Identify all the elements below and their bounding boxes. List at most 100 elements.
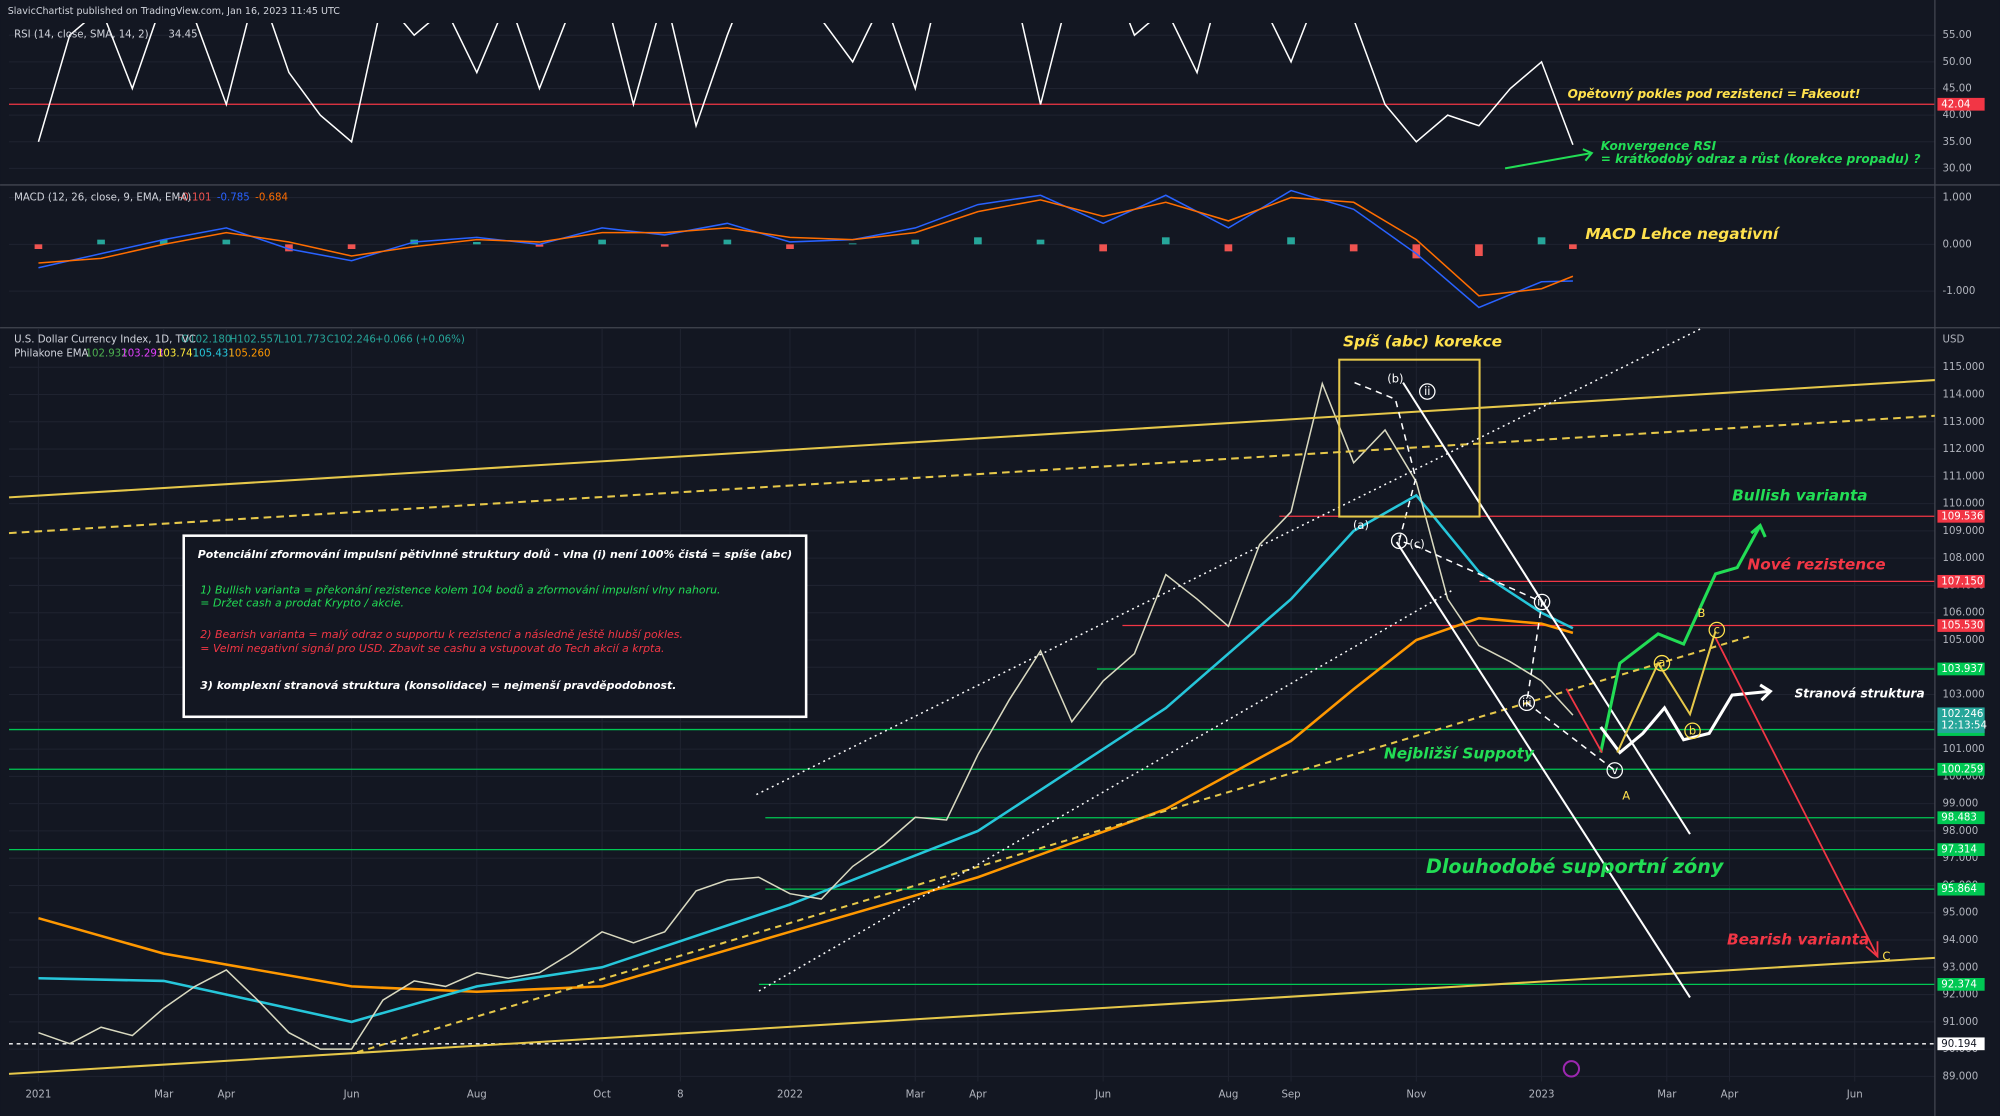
ema-legend-value: 103.741 bbox=[157, 348, 199, 359]
wave-circle bbox=[1653, 654, 1671, 672]
trend-line bbox=[8, 379, 1935, 499]
price-title: U.S. Dollar Currency Index, 1D, TVC bbox=[14, 334, 196, 345]
histogram-bar bbox=[911, 239, 920, 245]
wave-label: iii bbox=[1522, 695, 1532, 709]
y-tick-label: 108.000 bbox=[1943, 553, 1985, 564]
x-tick-label: Apr bbox=[969, 1089, 987, 1100]
trend-line bbox=[758, 588, 1455, 992]
countdown: 12:13:54 bbox=[1941, 720, 1987, 731]
y-tick-label: 112.000 bbox=[1943, 444, 1985, 455]
x-tick-label: Apr bbox=[1721, 1089, 1739, 1100]
annotation: Konvergence RSI bbox=[1601, 139, 1717, 153]
wave-circle bbox=[1606, 762, 1624, 779]
y-tick-label: 89.000 bbox=[1943, 1071, 1979, 1082]
annotation: Nejbližší Suppoty bbox=[1384, 744, 1535, 762]
ohlc-value: L101.773 bbox=[278, 334, 326, 345]
series-line bbox=[37, 22, 1574, 146]
event-icon bbox=[1562, 1060, 1581, 1078]
histogram-bar bbox=[1475, 244, 1483, 257]
y-tick-label: 113.000 bbox=[1943, 417, 1985, 428]
level-tag bbox=[1937, 1037, 1985, 1051]
y-tick-label: 114.000 bbox=[1943, 390, 1985, 401]
histogram-bar bbox=[347, 244, 356, 250]
wave-path bbox=[1354, 381, 1616, 771]
note-line: 2) Bearish varianta = malý odraz o suppo… bbox=[200, 628, 683, 641]
histogram-bar bbox=[598, 239, 606, 245]
legend-value: -0.785 bbox=[217, 193, 250, 204]
wave-circle bbox=[1684, 722, 1701, 740]
level-tag bbox=[1937, 574, 1985, 588]
ema-line bbox=[38, 616, 1574, 994]
annotation: Nové rezistence bbox=[1747, 556, 1885, 574]
trend-line bbox=[356, 634, 1755, 1054]
y-tick-label: 111.000 bbox=[1943, 471, 1985, 482]
x-tick-label: Jun bbox=[343, 1089, 360, 1100]
histogram-bar bbox=[1569, 244, 1577, 250]
histogram-bar bbox=[1161, 237, 1170, 245]
series-line bbox=[38, 189, 1573, 309]
level-label: 109.536 bbox=[1941, 511, 1983, 522]
series-line bbox=[38, 196, 1574, 297]
x-tick-label: Oct bbox=[593, 1089, 611, 1100]
y-tick-label: 100.000 bbox=[1943, 771, 1985, 782]
x-tick-label: Apr bbox=[218, 1089, 236, 1100]
y-tick-label: 92.000 bbox=[1943, 990, 1979, 1001]
histogram-bar bbox=[723, 239, 732, 245]
histogram-bar bbox=[974, 237, 982, 245]
y-tick-label: 55.00 bbox=[1943, 30, 1972, 41]
histogram-bar bbox=[1287, 237, 1295, 245]
y-tick-label: 109.000 bbox=[1943, 526, 1985, 537]
annotation: = krátkodobý odraz a růst (korekce propa… bbox=[1601, 152, 1921, 166]
wave-circle bbox=[1418, 383, 1436, 400]
arrow-head bbox=[1759, 683, 1773, 702]
level-label: 97.314 bbox=[1941, 845, 1977, 856]
y-tick-label: 115.000 bbox=[1943, 362, 1985, 373]
abc-path bbox=[1616, 631, 1717, 753]
ema-legend-value: 103.293 bbox=[121, 348, 163, 359]
y-tick-label: 103.000 bbox=[1943, 690, 1985, 701]
histogram-bar bbox=[848, 243, 857, 245]
level-label: 95.864 bbox=[1941, 884, 1977, 895]
histogram-bar bbox=[473, 241, 481, 245]
level-label: 100.259 bbox=[1941, 764, 1983, 775]
y-tick-label: 95.000 bbox=[1943, 908, 1979, 919]
wave-label: (b) bbox=[1387, 371, 1403, 385]
y-tick-label: 105.000 bbox=[1943, 635, 1985, 646]
y-tick-label: 1.000 bbox=[1943, 193, 1972, 204]
axis-unit: USD bbox=[1943, 334, 1965, 345]
y-tick-label: 50.00 bbox=[1943, 57, 1972, 68]
histogram-bar bbox=[222, 239, 231, 245]
ema-legend-value: 102.932 bbox=[86, 348, 128, 359]
ema-legend-value: 105.431 bbox=[193, 348, 235, 359]
panel bbox=[8, 189, 1935, 309]
level-tag bbox=[1937, 509, 1985, 523]
wave-label: a bbox=[1658, 656, 1665, 670]
panel bbox=[8, 22, 1935, 169]
annotation: MACD Lehce negativní bbox=[1585, 225, 1781, 243]
x-tick-label: Mar bbox=[906, 1089, 926, 1100]
wave-label: A bbox=[1622, 788, 1630, 802]
y-tick-label: -1.000 bbox=[1943, 286, 1976, 297]
annotation: Spíš (abc) korekce bbox=[1343, 332, 1502, 350]
header: SlavicChartist published on TradingView.… bbox=[8, 6, 341, 17]
y-tick-label: 97.000 bbox=[1943, 853, 1979, 864]
legend-value: -0.684 bbox=[255, 193, 288, 204]
note-line: 1) Bullish varianta = překonání rezisten… bbox=[200, 584, 720, 597]
trend-line bbox=[8, 956, 1935, 1075]
wave-circle bbox=[1533, 593, 1551, 611]
level-label: 90.194 bbox=[1941, 1039, 1977, 1050]
wave-label: ii bbox=[1424, 384, 1430, 398]
x-tick-label: Aug bbox=[467, 1089, 487, 1100]
wave-label: iv bbox=[1537, 595, 1547, 609]
bullish-path bbox=[1599, 524, 1762, 753]
y-tick-label: 45.00 bbox=[1943, 83, 1972, 94]
note-title: Potenciální zformování impulsní pětivlnn… bbox=[198, 548, 792, 561]
wave-label: (c) bbox=[1409, 537, 1424, 551]
arrow-head bbox=[1865, 941, 1879, 959]
level-label: 98.483 bbox=[1941, 813, 1977, 824]
wave-label: (a) bbox=[1353, 518, 1369, 532]
x-tick-label: Mar bbox=[154, 1089, 174, 1100]
level-tag bbox=[1937, 882, 1985, 896]
level-label: 42.04 bbox=[1941, 99, 1970, 110]
